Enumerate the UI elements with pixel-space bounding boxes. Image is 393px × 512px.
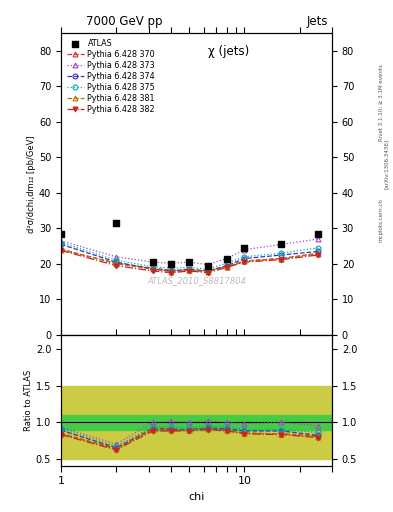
Pythia 6.428 373: [224, 255, 229, 262]
Pythia 6.428 382: [242, 259, 247, 265]
Y-axis label: Ratio to ATLAS: Ratio to ATLAS: [24, 370, 33, 431]
ATLAS: [168, 260, 174, 268]
Pythia 6.428 375: [187, 264, 192, 270]
ATLAS: [113, 219, 119, 227]
Line: Pythia 6.428 382: Pythia 6.428 382: [59, 248, 320, 275]
Text: [arXiv:1306.3436]: [arXiv:1306.3436]: [384, 139, 389, 189]
Pythia 6.428 375: [224, 260, 229, 266]
ATLAS: [186, 258, 193, 266]
Text: Jets: Jets: [307, 15, 328, 28]
ATLAS: [315, 229, 321, 238]
Pythia 6.428 381: [205, 269, 210, 275]
Line: Pythia 6.428 373: Pythia 6.428 373: [59, 237, 320, 267]
Legend: ATLAS, Pythia 6.428 370, Pythia 6.428 373, Pythia 6.428 374, Pythia 6.428 375, P: ATLAS, Pythia 6.428 370, Pythia 6.428 37…: [65, 37, 157, 116]
Pythia 6.428 382: [279, 257, 284, 263]
Line: Pythia 6.428 381: Pythia 6.428 381: [59, 247, 320, 274]
Pythia 6.428 381: [150, 266, 155, 272]
Pythia 6.428 381: [224, 264, 229, 270]
Pythia 6.428 381: [59, 246, 63, 252]
Pythia 6.428 382: [59, 247, 63, 253]
Pythia 6.428 382: [169, 270, 174, 276]
ATLAS: [278, 240, 285, 248]
Pythia 6.428 382: [150, 268, 155, 274]
Pythia 6.428 373: [242, 247, 247, 253]
Text: ATLAS_2010_S8817804: ATLAS_2010_S8817804: [147, 276, 246, 285]
Pythia 6.428 382: [114, 263, 119, 269]
Pythia 6.428 381: [279, 255, 284, 262]
Pythia 6.428 374: [169, 268, 174, 274]
Pythia 6.428 374: [205, 268, 210, 274]
Text: 7000 GeV pp: 7000 GeV pp: [86, 15, 163, 28]
Pythia 6.428 382: [187, 268, 192, 274]
Pythia 6.428 370: [279, 255, 284, 262]
Pythia 6.428 381: [242, 258, 247, 264]
Pythia 6.428 373: [150, 259, 155, 265]
Pythia 6.428 382: [316, 252, 320, 258]
Pythia 6.428 370: [150, 265, 155, 271]
Line: Pythia 6.428 375: Pythia 6.428 375: [59, 240, 320, 272]
Pythia 6.428 370: [205, 268, 210, 274]
Pythia 6.428 370: [169, 267, 174, 273]
Pythia 6.428 381: [114, 261, 119, 267]
Pythia 6.428 374: [242, 255, 247, 262]
Pythia 6.428 370: [59, 247, 63, 253]
Bar: [61, 386, 332, 459]
ATLAS: [204, 262, 211, 270]
Pythia 6.428 374: [279, 252, 284, 258]
Bar: [61, 415, 332, 430]
Pythia 6.428 375: [279, 250, 284, 257]
Line: Pythia 6.428 370: Pythia 6.428 370: [59, 247, 320, 273]
Pythia 6.428 373: [187, 259, 192, 265]
Pythia 6.428 381: [187, 267, 192, 273]
Pythia 6.428 373: [169, 260, 174, 266]
Text: χ (jets): χ (jets): [208, 46, 250, 58]
Pythia 6.428 375: [316, 245, 320, 251]
Pythia 6.428 375: [59, 240, 63, 246]
Pythia 6.428 370: [187, 267, 192, 273]
Y-axis label: d²σ/dchi,dm₁₂ [pb/GeV]: d²σ/dchi,dm₁₂ [pb/GeV]: [27, 135, 36, 233]
Pythia 6.428 375: [169, 265, 174, 271]
Pythia 6.428 373: [316, 236, 320, 242]
Pythia 6.428 373: [205, 262, 210, 268]
Pythia 6.428 374: [150, 266, 155, 272]
ATLAS: [241, 244, 248, 252]
Pythia 6.428 381: [316, 251, 320, 257]
Pythia 6.428 374: [224, 263, 229, 269]
Text: Rivet 3.1.10; ≥ 3.1M events: Rivet 3.1.10; ≥ 3.1M events: [379, 64, 384, 141]
Text: mcplots.cern.ch: mcplots.cern.ch: [379, 198, 384, 242]
ATLAS: [58, 229, 64, 238]
Pythia 6.428 370: [242, 258, 247, 264]
Pythia 6.428 375: [242, 254, 247, 260]
Pythia 6.428 374: [114, 259, 119, 265]
Pythia 6.428 374: [187, 266, 192, 272]
Pythia 6.428 370: [114, 260, 119, 266]
ATLAS: [149, 258, 156, 266]
X-axis label: chi: chi: [188, 492, 205, 502]
Pythia 6.428 375: [205, 266, 210, 272]
Pythia 6.428 381: [169, 269, 174, 275]
Pythia 6.428 382: [205, 270, 210, 276]
Pythia 6.428 370: [224, 264, 229, 270]
ATLAS: [224, 254, 230, 263]
Pythia 6.428 382: [224, 264, 229, 270]
Pythia 6.428 375: [114, 257, 119, 263]
Pythia 6.428 373: [279, 241, 284, 247]
Pythia 6.428 374: [316, 248, 320, 254]
Pythia 6.428 374: [59, 241, 63, 247]
Pythia 6.428 370: [316, 250, 320, 257]
Line: Pythia 6.428 374: Pythia 6.428 374: [59, 242, 320, 273]
Pythia 6.428 375: [150, 264, 155, 270]
Pythia 6.428 373: [59, 238, 63, 244]
Pythia 6.428 373: [114, 254, 119, 260]
